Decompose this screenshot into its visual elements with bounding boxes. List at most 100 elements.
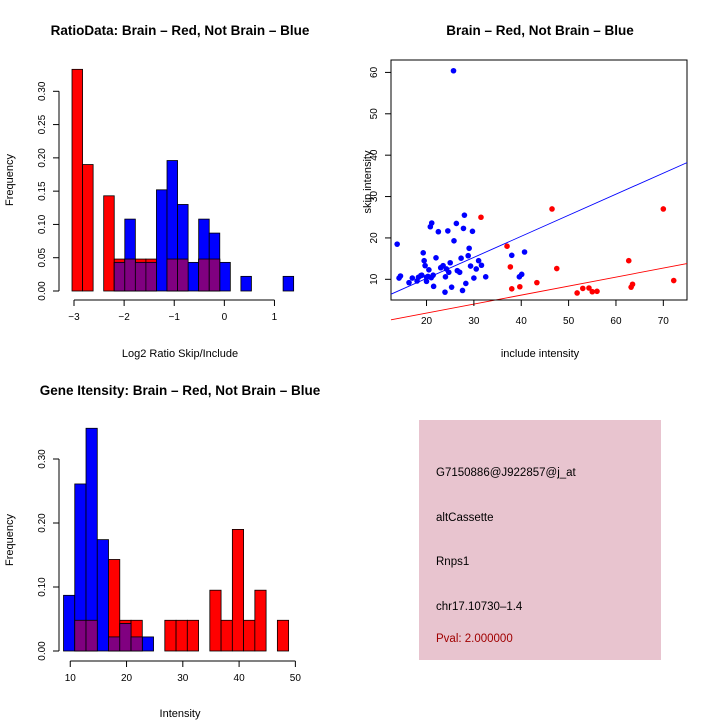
not-brain-point bbox=[442, 274, 449, 280]
gene-intensity-overlap-bar bbox=[130, 636, 143, 652]
brain-point bbox=[589, 288, 596, 295]
not-brain-point bbox=[394, 241, 400, 247]
not-brain-point bbox=[442, 289, 448, 295]
not-brain-point bbox=[445, 228, 451, 234]
ratio-histogram-blue-bar bbox=[240, 275, 252, 292]
gene-intensity-red-bar bbox=[231, 529, 244, 652]
gene-name-text: Rnps1 bbox=[436, 556, 469, 568]
not-brain-point bbox=[428, 220, 435, 226]
ratio-histogram-x-tick-label: −1 bbox=[169, 312, 181, 323]
gene-intensity-red-bar bbox=[164, 619, 177, 652]
not-brain-point bbox=[473, 266, 480, 272]
gene-intensity-blue-bar bbox=[85, 427, 98, 652]
gene-intensity-x-tick-label: 50 bbox=[290, 673, 302, 684]
scatter-y-tick-label: 50 bbox=[369, 108, 380, 120]
not-brain-point bbox=[418, 272, 425, 278]
scatter-y-tick-label: 20 bbox=[369, 232, 380, 244]
ratio-histogram-y-tick-label: 0.30 bbox=[37, 81, 48, 101]
not-brain-point bbox=[475, 257, 482, 264]
not-brain-point bbox=[459, 287, 466, 294]
not-brain-point bbox=[423, 278, 430, 285]
brain-point bbox=[670, 277, 677, 284]
ratio-histogram-overlap-bar bbox=[113, 261, 126, 292]
scatter-ylabel: skip intensity bbox=[362, 150, 374, 213]
ratio-histogram-overlap-bar bbox=[145, 261, 157, 292]
gene-intensity-y-tick-label: 0.30 bbox=[37, 449, 48, 469]
ratio-histogram-y-tick-label: 0.20 bbox=[37, 148, 48, 168]
ratio-histogram-blue-bar bbox=[187, 261, 200, 292]
ratio-histogram-axes: −3 −2 −1 0 1 0.00 0.05 0.10 0.15 0.20 0.25 0.30 bbox=[37, 81, 278, 323]
gene-intensity-x-tick-label: 30 bbox=[177, 673, 189, 684]
not-brain-point bbox=[409, 275, 416, 281]
not-brain-point bbox=[478, 262, 485, 269]
ratio-histogram-bars bbox=[71, 68, 295, 292]
brain-point bbox=[508, 286, 515, 292]
gene-intensity-overlap-bar bbox=[74, 619, 87, 652]
brain-point bbox=[574, 290, 580, 296]
ratio-histogram-red-bar bbox=[82, 164, 94, 292]
gene-intensity-blue-bar bbox=[96, 539, 109, 652]
not-brain-point bbox=[508, 252, 515, 259]
brain-point bbox=[629, 281, 636, 288]
ratio-histogram-red-bar bbox=[103, 195, 115, 292]
ratio-histogram-ylabel: Frequency bbox=[4, 154, 16, 206]
not-brain-point bbox=[422, 262, 428, 269]
brain-fit-line bbox=[390, 263, 688, 321]
gene-intensity-y-tick-label: 0.20 bbox=[37, 513, 48, 533]
ratio-histogram-blue-bar bbox=[219, 261, 231, 292]
gene-intensity-bars bbox=[63, 427, 290, 652]
ratio-histogram-y-tick-label: 0.25 bbox=[37, 114, 48, 134]
gene-intensity-x-tick-label: 40 bbox=[234, 673, 246, 684]
probe-id-text: G7150886@J922857@j_at bbox=[436, 467, 577, 479]
gene-intensity-red-bar bbox=[254, 589, 267, 652]
not-brain-point bbox=[466, 245, 472, 252]
ratio-histogram-overlap-bar bbox=[166, 258, 178, 292]
gene-intensity-red-bar bbox=[243, 619, 256, 652]
scatter-xlabel: include intensity bbox=[501, 348, 580, 360]
not-brain-point bbox=[420, 250, 427, 256]
gene-intensity-red-bar bbox=[175, 619, 188, 652]
scatter-x-tick-label: 30 bbox=[468, 316, 480, 327]
ratio-histogram-red-bar bbox=[71, 68, 83, 292]
not-brain-point bbox=[445, 269, 452, 276]
gene-intensity-title: Gene Itensity: Brain – Red, Not Brain – … bbox=[40, 383, 321, 398]
ratio-histogram-y-tick-label: 0.10 bbox=[37, 214, 48, 234]
not-brain-point bbox=[465, 252, 471, 259]
ratio-histogram-title: RatioData: Brain – Red, Not Brain – Blue bbox=[51, 23, 310, 38]
brain-point bbox=[478, 214, 484, 221]
scatter-x-tick-label: 40 bbox=[516, 316, 528, 327]
not-brain-point bbox=[426, 266, 432, 273]
ratio-histogram-y-tick-label: 0.15 bbox=[37, 181, 48, 201]
intensity-scatter-panel: Brain – Red, Not Brain – Blue include in… bbox=[362, 23, 688, 360]
scatter-x-tick-label: 50 bbox=[563, 316, 575, 327]
brain-point bbox=[549, 206, 555, 212]
scatter-y-tick-label: 40 bbox=[369, 149, 380, 161]
ratio-histogram-overlap-bar bbox=[198, 258, 210, 292]
not-brain-point bbox=[521, 249, 528, 255]
not-brain-point bbox=[453, 220, 460, 227]
brain-point bbox=[534, 279, 540, 286]
not-brain-point bbox=[406, 279, 412, 286]
scatter-x-tick-label: 20 bbox=[421, 316, 433, 327]
not-brain-point bbox=[451, 238, 457, 244]
brain-point bbox=[594, 288, 600, 295]
gene-intensity-red-bar bbox=[209, 589, 222, 652]
ratio-histogram-overlap-bar bbox=[134, 261, 147, 292]
gene-intensity-axes: 10 20 30 40 50 0.00 0.10 0.20 0.30 bbox=[37, 449, 301, 684]
ratio-histogram-overlap-bar bbox=[177, 258, 189, 292]
ratio-histogram-overlap-bar bbox=[208, 258, 221, 292]
scatter-y-tick-label: 10 bbox=[369, 273, 380, 285]
scatter-title: Brain – Red, Not Brain – Blue bbox=[446, 23, 634, 38]
brain-point bbox=[660, 206, 667, 212]
brain-point bbox=[504, 243, 510, 250]
not-brain-point bbox=[471, 275, 477, 281]
gene-intensity-blue-bar bbox=[141, 636, 154, 652]
ratio-histogram-y-tick-label: 0.00 bbox=[37, 281, 48, 301]
brain-point bbox=[625, 257, 632, 264]
ratio-histogram-x-tick-label: −2 bbox=[118, 312, 130, 323]
gene-intensity-y-tick-label: 0.00 bbox=[37, 641, 48, 661]
not-brain-fit-line bbox=[390, 162, 688, 295]
gene-intensity-ylabel: Frequency bbox=[4, 514, 16, 566]
brain-point bbox=[507, 264, 514, 270]
not-brain-point bbox=[461, 212, 468, 218]
